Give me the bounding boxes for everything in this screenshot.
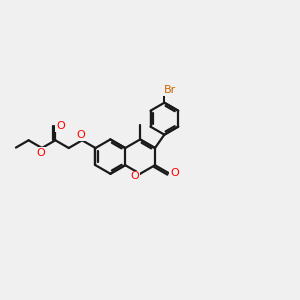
Text: O: O: [76, 130, 85, 140]
Text: O: O: [170, 168, 179, 178]
Text: Br: Br: [164, 85, 176, 95]
Text: O: O: [36, 148, 45, 158]
Text: O: O: [56, 121, 65, 131]
Text: O: O: [131, 171, 140, 182]
